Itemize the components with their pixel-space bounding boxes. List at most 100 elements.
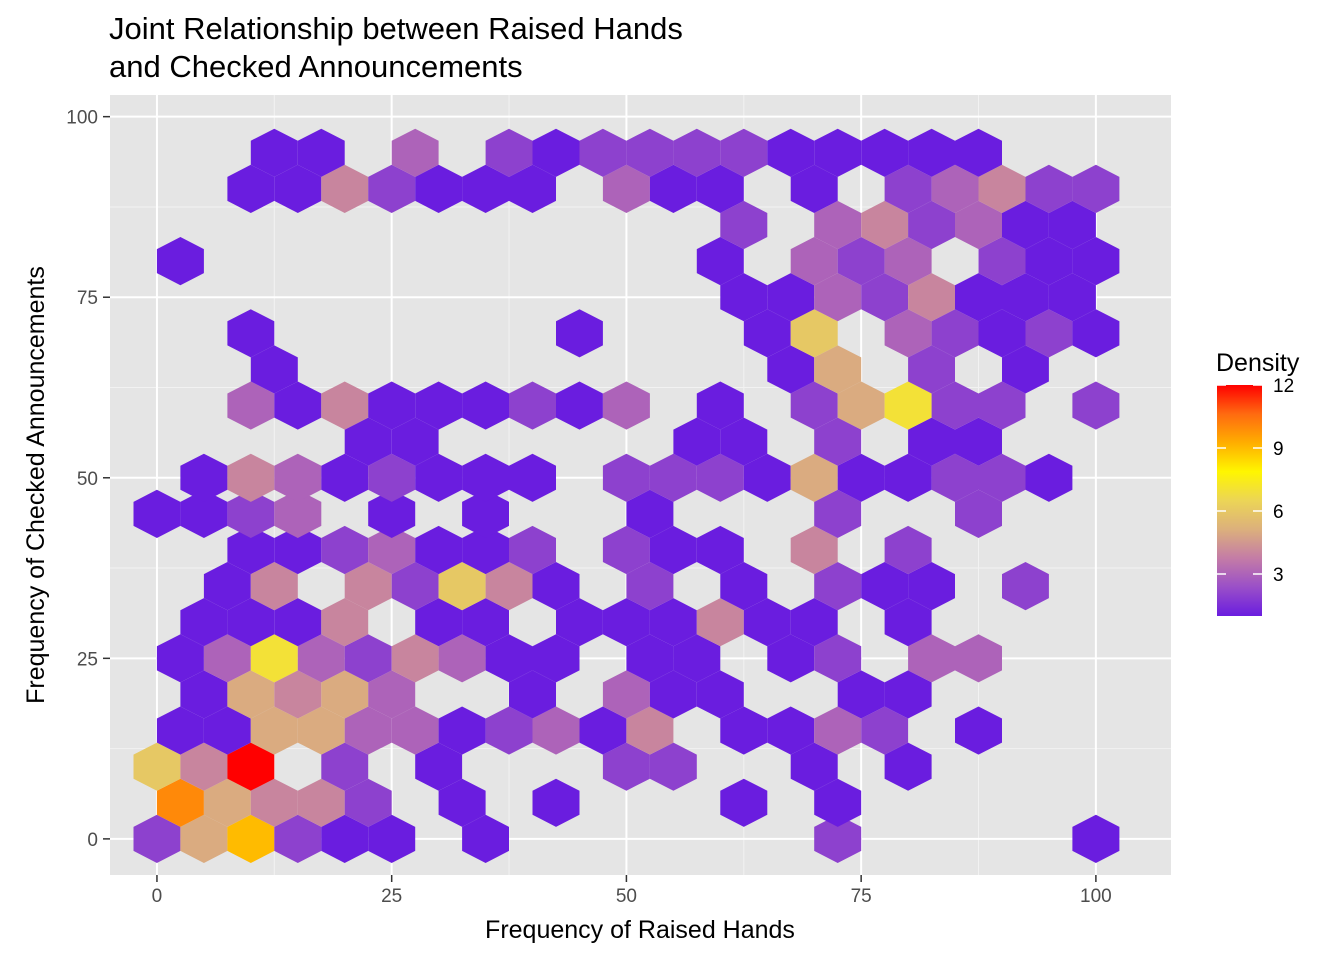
hex-bin: [955, 706, 1002, 755]
hex-bin: [321, 381, 369, 430]
hex-bin: [274, 381, 322, 430]
hex-bin: [297, 778, 345, 827]
hex-bin: [1025, 453, 1073, 502]
hex-bin: [696, 525, 744, 575]
hex-bin: [509, 453, 556, 502]
hex-bin: [391, 128, 439, 177]
legend-tick-label: 12: [1273, 376, 1294, 397]
hex-bin: [227, 742, 275, 791]
y-axis: 0 25 50 75 100: [66, 108, 110, 851]
hex-bin: [368, 814, 416, 863]
hex-bin: [1048, 200, 1096, 250]
hex-bin: [368, 670, 416, 719]
y-tick-label: 50: [77, 469, 98, 490]
hex-bin: [767, 128, 815, 177]
hex-bin: [814, 706, 862, 755]
hex-bin: [344, 778, 392, 827]
hex-bin: [790, 453, 838, 502]
hex-bin: [790, 742, 838, 791]
hex-bin: [743, 453, 791, 502]
hex-bin: [978, 381, 1026, 430]
hex-bin: [626, 562, 674, 611]
hex-bin: [861, 128, 909, 177]
hex-bin: [696, 598, 744, 647]
hex-bin: [1002, 562, 1049, 611]
legend-tick-label: 9: [1273, 439, 1284, 460]
hex-bin: [626, 634, 674, 683]
hex-bin: [1025, 164, 1073, 213]
hex-bin: [180, 814, 228, 863]
hex-bin: [556, 381, 603, 430]
hex-bin: [227, 489, 275, 538]
hex-bin: [814, 200, 862, 250]
legend-ticks: 3 6 9 12: [1217, 376, 1294, 586]
y-tick-label: 100: [66, 108, 98, 129]
hex-bin: [227, 525, 275, 575]
hex-bin: [884, 598, 932, 647]
hex-bin: [227, 381, 275, 430]
hex-bin: [227, 814, 275, 863]
hex-bin: [415, 453, 463, 502]
x-axis: 0 25 50 75 100: [152, 875, 1112, 907]
hex-bin: [649, 453, 697, 502]
hex-bin: [1048, 273, 1096, 322]
hex-bin: [767, 345, 815, 394]
hex-bin: [532, 634, 580, 683]
hex-bin: [884, 525, 932, 575]
hex-bin: [156, 778, 204, 827]
hex-bin: [931, 164, 979, 213]
hex-bin: [602, 453, 650, 502]
hex-bin: [415, 742, 463, 791]
hex-bin: [1072, 309, 1120, 358]
hex-bin: [250, 634, 298, 683]
hex-bin: [790, 309, 838, 358]
hex-bin: [978, 453, 1026, 502]
hex-bin: [955, 128, 1002, 177]
hex-bin: [297, 128, 345, 177]
hex-bin: [1025, 237, 1073, 286]
hex-bin: [908, 562, 955, 611]
hex-bin: [438, 634, 486, 683]
x-tick-label: 25: [381, 886, 402, 907]
hex-bin: [1072, 381, 1120, 430]
hex-bin: [250, 128, 298, 177]
hex-bin: [274, 489, 322, 538]
hex-bin: [321, 670, 369, 719]
hex-bin: [673, 128, 721, 177]
hex-bin: [837, 237, 885, 286]
hex-bin: [368, 164, 416, 213]
hex-bin: [602, 525, 650, 575]
hex-bin: [720, 273, 768, 322]
hex-bin: [274, 670, 322, 719]
hex-bin: [1025, 309, 1073, 358]
hex-bin: [274, 525, 322, 575]
hex-bin: [133, 742, 181, 791]
hex-bin: [955, 489, 1002, 538]
hex-bin: [790, 598, 838, 647]
hex-bin: [743, 598, 791, 647]
hex-bin: [391, 634, 439, 683]
y-axis-title: Frequency of Checked Announcements: [22, 266, 50, 704]
hex-bin: [532, 706, 580, 755]
hex-bin: [180, 489, 228, 538]
hex-bin: [649, 525, 697, 575]
hex-bin: [767, 706, 815, 755]
hex-bin: [274, 453, 322, 502]
hex-bin: [368, 525, 416, 575]
legend-tick-label: 6: [1273, 502, 1284, 523]
hex-bin: [438, 778, 486, 827]
hex-bin: [743, 309, 791, 358]
hex-bin: [227, 670, 275, 719]
hex-bin: [626, 128, 674, 177]
hex-bin: [814, 128, 862, 177]
hex-bin: [1002, 200, 1049, 250]
hex-bin: [368, 489, 416, 538]
hex-bin: [227, 598, 275, 647]
hex-bin: [861, 562, 909, 611]
hex-bin: [602, 670, 650, 719]
hex-bin: [227, 309, 275, 358]
hex-bin: [579, 128, 627, 177]
hex-bin: [344, 634, 392, 683]
hex-bin: [462, 598, 509, 647]
hex-bin: [485, 706, 533, 755]
